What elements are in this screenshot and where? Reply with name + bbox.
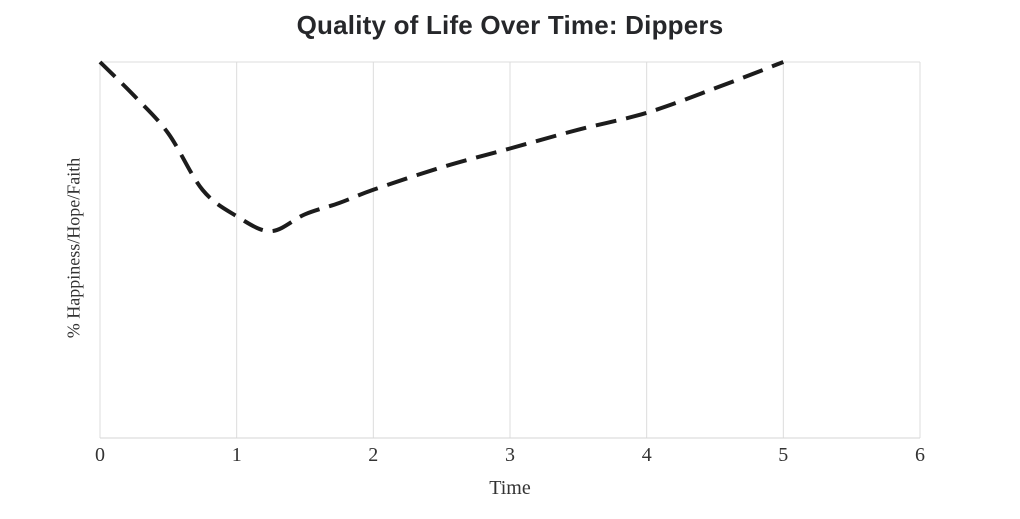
x-tick-label: 3 bbox=[505, 444, 515, 466]
x-tick-label: 6 bbox=[915, 444, 925, 466]
x-tick-label: 1 bbox=[231, 444, 242, 466]
series-curve-dippers bbox=[98, 60, 785, 234]
x-axis-label: Time bbox=[489, 477, 531, 499]
x-tick-label: 2 bbox=[368, 444, 379, 466]
x-tick-label: 5 bbox=[778, 444, 789, 466]
x-tick-label: 4 bbox=[641, 444, 652, 466]
x-tick-label: 0 bbox=[95, 444, 105, 466]
chart-title: Quality of Life Over Time: Dippers bbox=[296, 10, 724, 40]
